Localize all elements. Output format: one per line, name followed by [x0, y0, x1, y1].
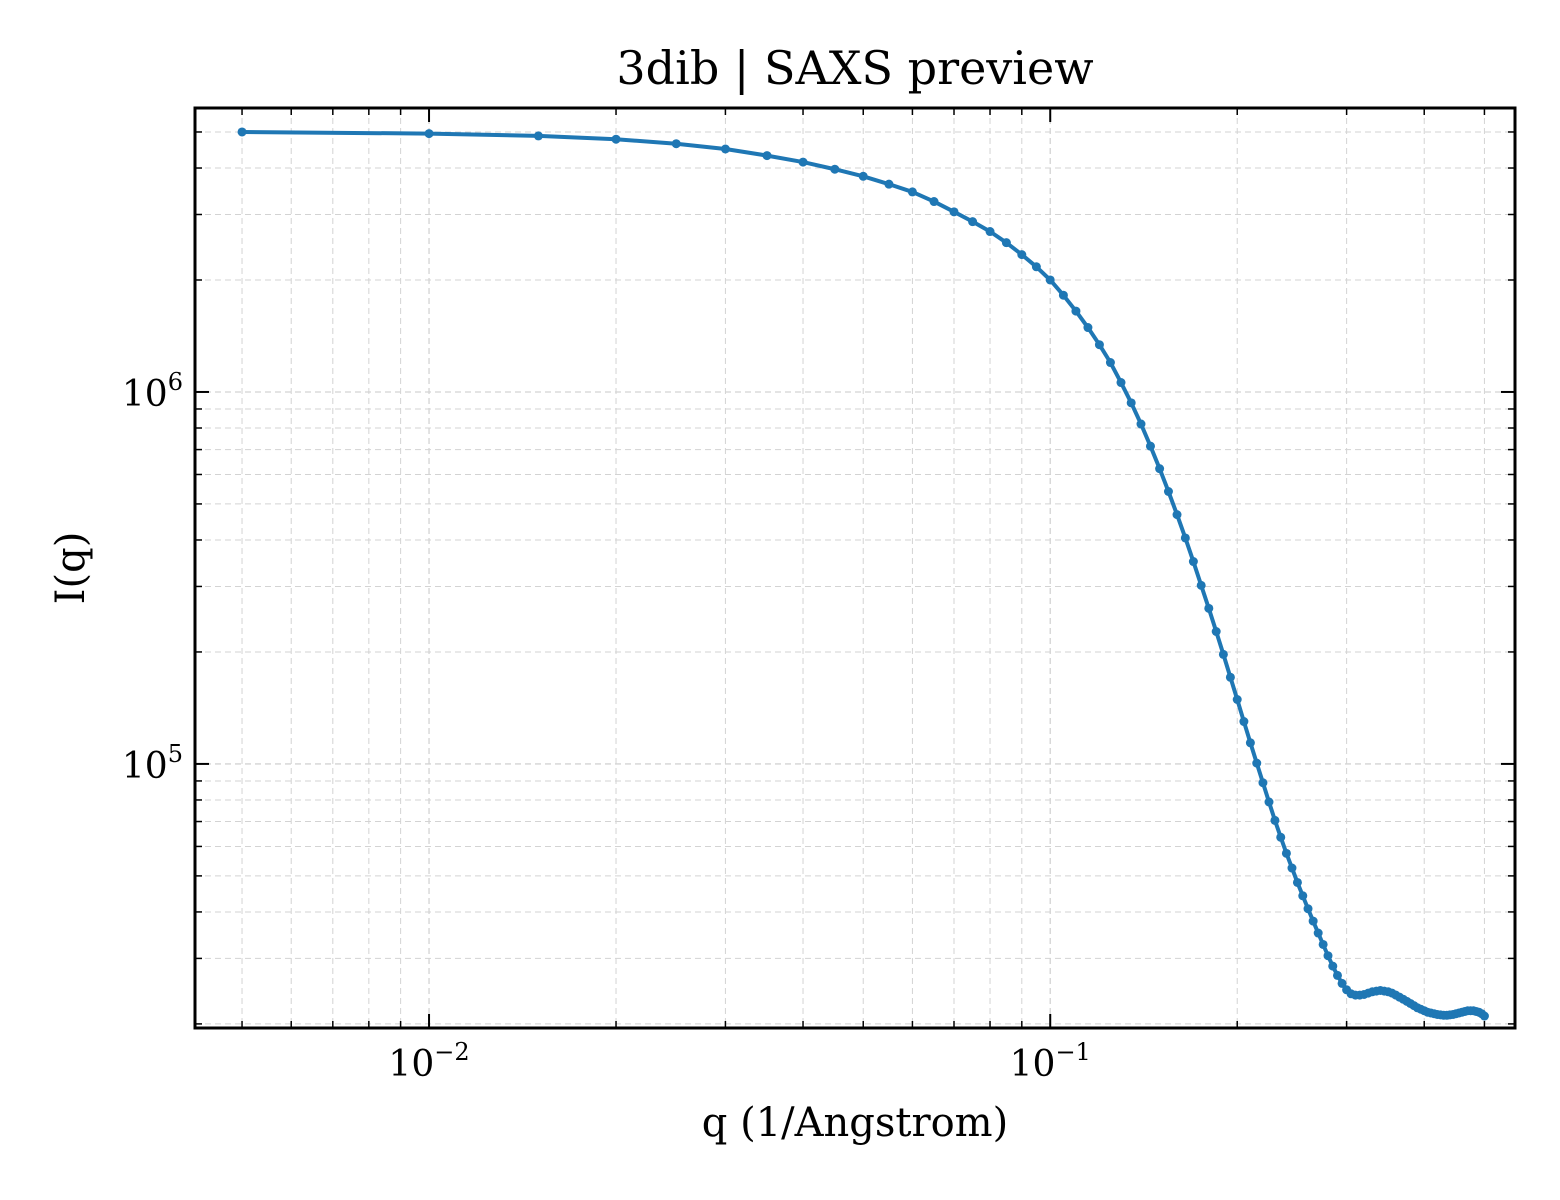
data-point: [1270, 815, 1280, 825]
data-point: [1313, 928, 1323, 938]
data-point: [1281, 848, 1291, 858]
data-point: [1264, 797, 1274, 807]
data-point: [1094, 340, 1104, 350]
data-point: [929, 197, 939, 207]
data-point: [1001, 238, 1011, 248]
data-point: [830, 164, 840, 174]
data-point: [424, 129, 434, 139]
data-point: [1172, 510, 1182, 520]
data-point: [1126, 398, 1136, 408]
data-point: [1188, 557, 1198, 567]
data-point: [907, 187, 917, 197]
data-point: [1258, 778, 1268, 788]
data-point: [611, 134, 621, 144]
data-point: [1145, 441, 1155, 451]
data-point: [1196, 580, 1206, 590]
data-point: [1136, 419, 1146, 429]
data-point: [1479, 1011, 1489, 1021]
data-point: [1211, 627, 1221, 636]
data-point: [968, 217, 978, 227]
data-point: [1276, 832, 1286, 842]
x-tick-label: 10−1: [1010, 1038, 1091, 1085]
data-point: [985, 227, 995, 237]
data-point: [1225, 672, 1235, 682]
data-point: [1163, 487, 1173, 496]
data-point: [1303, 904, 1313, 914]
data-point: [1328, 961, 1338, 971]
data-point: [1083, 323, 1093, 333]
tick-labels: 10−2 10−1 105 106: [122, 368, 1091, 1085]
chart-title: 3dib | SAXS preview: [616, 41, 1093, 95]
data-point: [884, 179, 894, 189]
data-point: [671, 139, 681, 149]
data-point: [1318, 939, 1328, 949]
data-point: [1308, 916, 1318, 926]
data-point: [1337, 978, 1347, 988]
data-point: [1298, 891, 1308, 901]
data-point: [237, 127, 247, 137]
data-point: [1071, 306, 1081, 316]
data-point: [720, 144, 730, 154]
data-point: [1252, 758, 1262, 768]
y-axis-label: I(q): [48, 532, 94, 605]
x-tick-label: 10−2: [388, 1038, 469, 1085]
data-point: [798, 157, 808, 167]
plot-frame: [193, 106, 1517, 1030]
data-point: [1218, 649, 1228, 659]
data-point: [1045, 275, 1055, 285]
data-point: [1031, 262, 1041, 272]
y-tick-label: 105: [122, 740, 183, 787]
data-point: [1332, 970, 1342, 980]
data-point: [1239, 717, 1249, 727]
data-point: [1245, 738, 1255, 748]
data-point: [949, 207, 959, 217]
series-layer: [237, 127, 1489, 1021]
data-point: [1323, 951, 1333, 961]
data-point: [1180, 533, 1190, 543]
y-tick-label: 106: [122, 368, 183, 415]
data-point: [1287, 863, 1297, 873]
data-point: [1204, 603, 1214, 613]
data-point: [1292, 877, 1302, 887]
data-point: [1105, 358, 1115, 368]
data-point: [858, 171, 868, 181]
data-point: [1155, 464, 1165, 474]
major-ticks: [195, 108, 1515, 1028]
data-point: [533, 131, 543, 141]
data-point: [1116, 378, 1126, 388]
grid-lines: [195, 108, 1515, 1028]
data-point: [762, 151, 772, 161]
x-axis-label: q (1/Angstrom): [702, 1100, 1008, 1146]
data-point: [1017, 250, 1027, 260]
data-point: [1232, 695, 1242, 704]
data-point: [1058, 290, 1068, 300]
